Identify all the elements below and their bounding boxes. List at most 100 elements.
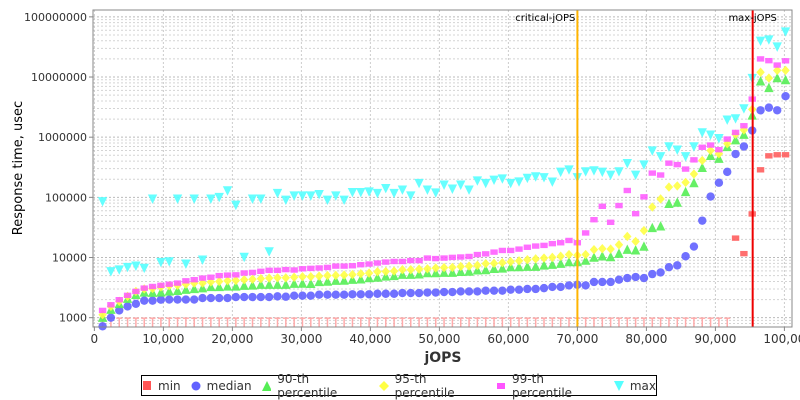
90-th-percentile-point [297,278,308,288]
95-th-percentile-point [698,155,707,166]
99-th-percentile-point [432,255,440,262]
99-th-percentile-point [448,254,457,261]
median-point [456,287,465,296]
90-th-percentile-point [322,276,333,286]
99-th-percentile-point [223,272,232,278]
95-th-percentile-point [389,266,399,276]
99-th-percentile-point [173,280,182,286]
99-th-percentile-point [631,210,640,217]
90-th-percentile-point [547,259,558,269]
median-point [190,295,199,304]
min-point [341,317,348,327]
x-tick-label: 100,00 [763,332,800,346]
90-th-percentile-point [555,258,566,268]
max-point [755,36,766,46]
min-point [316,317,323,327]
min-point [391,317,398,327]
99-th-percentile-point [357,261,365,268]
max-point [281,195,291,206]
median-point [165,295,174,304]
min-point [532,317,539,327]
99-th-percentile-point [315,265,323,271]
median-point [264,292,274,302]
min-point [549,317,556,327]
99-th-percentile-point [756,56,765,62]
95-th-percentile-point [364,268,374,278]
x-axis-label: jOPS [423,350,461,366]
median-point [381,289,390,298]
99-th-percentile-point [465,253,473,260]
90-th-percentile-point [522,261,533,271]
99-th-percentile-point [515,246,523,252]
min-point [607,317,614,327]
max-point [189,194,199,204]
median-point [198,293,207,303]
95-th-percentile-point [556,251,565,261]
x-tick-label: 20,000 [211,332,253,346]
min-point [557,317,564,327]
max-point [764,35,774,45]
median-point [723,167,732,177]
median-point [473,287,482,296]
90-th-percentile-point [339,275,349,285]
min-point [441,317,448,327]
95-th-percentile-point [264,273,274,283]
legend-label: median [206,378,252,393]
min-point [707,317,714,327]
99-th-percentile-point [140,285,148,291]
90-th-percentile-point [689,177,699,188]
median-point [123,302,132,311]
legend-label: 99-th percentile [512,371,573,400]
95-th-percentile-point [614,240,624,250]
median-point [448,287,457,297]
90-th-percentile-point [214,281,224,292]
max-point [289,191,299,201]
99-th-percentile-point [640,194,648,200]
median-point [556,282,565,292]
min-point [157,317,164,327]
99-th-percentile-point [348,263,357,269]
median-point [589,277,599,287]
max-point [239,252,249,263]
95-th-percentile-point [448,262,457,273]
legend-swatch-diamond-icon [379,380,389,391]
min-point [657,317,664,327]
median-point [140,296,149,305]
max-point [772,42,782,52]
95-th-percentile-point [739,125,749,135]
99-th-percentile-point [698,144,706,150]
median-point [506,285,515,294]
min-point [332,317,339,327]
max-point [689,142,699,152]
median-point [348,290,357,299]
max-point [672,145,682,155]
90-th-percentile-point [614,248,624,258]
min-point [524,317,531,327]
min-point [649,317,656,327]
95-th-percentile-point [239,274,249,285]
95-th-percentile-point [339,270,349,280]
max-point [347,187,358,198]
min-point [291,317,298,327]
min-point [690,317,697,327]
max-point [139,263,149,274]
max-point [389,188,399,199]
99-th-percentile-point [157,282,165,289]
90-th-percentile-point [447,267,458,277]
90-th-percentile-point [256,279,266,289]
median-point [273,292,282,301]
median-point [331,290,340,299]
95-th-percentile-point [248,274,257,284]
99-th-percentile-point [382,259,390,265]
median-point [623,273,632,283]
max-point [439,180,449,190]
95-th-percentile-point [298,271,307,282]
99-th-percentile-point [148,283,157,290]
median-point [656,268,665,277]
90-th-percentile-point [672,197,682,207]
median-point [231,292,241,302]
max-point [147,194,158,204]
99-th-percentile-point [123,292,132,299]
median-point [731,149,740,159]
